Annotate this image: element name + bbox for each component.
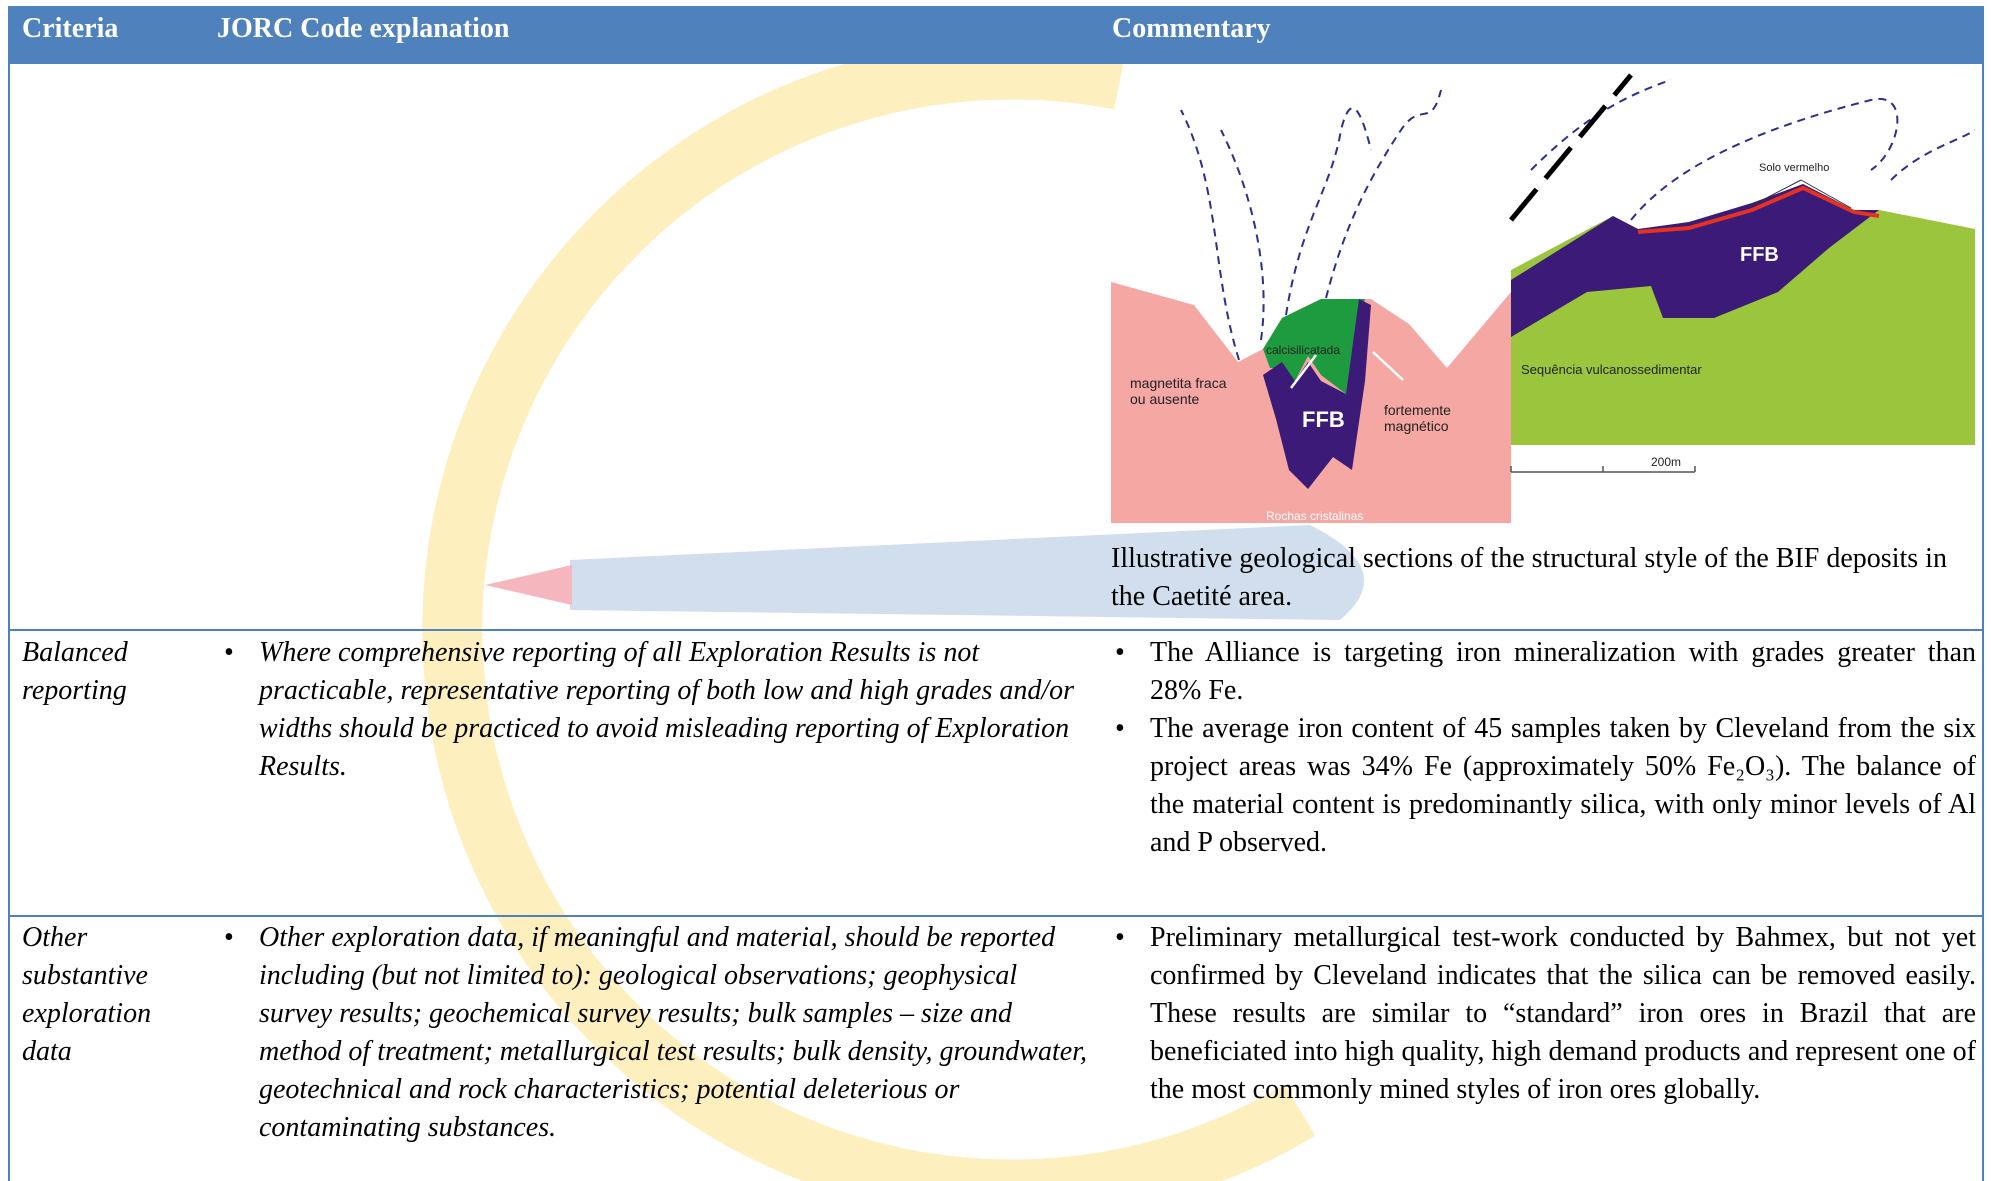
geological-figure: calcisilicatada magnetita fraca ou ausen… [1111, 70, 1975, 530]
figure-caption: Illustrative geological sections of the … [1111, 543, 1947, 612]
figure-label: magnetita fraca ou ausente [1130, 375, 1227, 407]
figure-label: calcisilicatada [1266, 343, 1341, 357]
sections [1111, 73, 1975, 523]
criteria: Other substantive exploration data [22, 922, 152, 1067]
commentary-item: Preliminary metallurgical test-work cond… [1113, 919, 1976, 1109]
header-cell: JORC Code explanation [203, 6, 1098, 64]
commentary-item: The average iron content of 45 samples t… [1113, 710, 1976, 862]
figure-label: Rochas cristalinas [1266, 509, 1364, 523]
figure-label: Sequência vulcanossedimentar [1521, 362, 1702, 377]
figure-label: Solo vermelho [1759, 162, 1830, 174]
figure-label: FFB [1740, 244, 1779, 266]
explanation-item: Other exploration data, if meaningful an… [222, 919, 1092, 1147]
figure-label: FFB [1302, 407, 1345, 432]
explanation-list: Other exploration data, if meaningful an… [222, 919, 1092, 1147]
border [1982, 6, 1984, 1181]
row-border [8, 915, 1984, 917]
commentary-list: The Alliance is targeting iron mineraliz… [1113, 634, 1976, 862]
figure-label: fortemente magnético [1384, 402, 1451, 434]
commentary-list: Preliminary metallurgical test-work cond… [1113, 919, 1976, 1109]
explanation-list: Where comprehensive reporting of all Exp… [222, 634, 1092, 786]
figure-label: 200m [1651, 455, 1682, 469]
commentary-item: The Alliance is targeting iron mineraliz… [1113, 634, 1976, 710]
explanation-item: Where comprehensive reporting of all Exp… [222, 634, 1092, 786]
header-cell: Criteria [8, 6, 203, 64]
row-border [8, 629, 1984, 631]
header-cell: Commentary [1098, 6, 1984, 64]
border [8, 6, 10, 1181]
criteria: Balanced reporting [22, 637, 128, 706]
